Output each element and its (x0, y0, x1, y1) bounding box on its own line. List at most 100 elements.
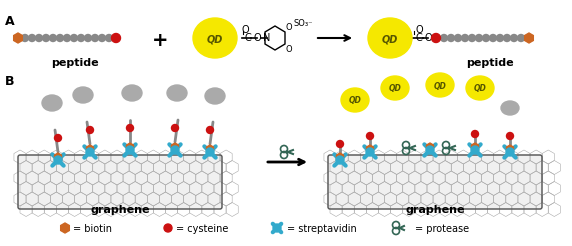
Circle shape (518, 34, 525, 42)
Polygon shape (206, 145, 213, 153)
Circle shape (206, 126, 213, 134)
Circle shape (86, 148, 94, 156)
Polygon shape (427, 143, 434, 151)
Ellipse shape (167, 85, 187, 101)
Ellipse shape (501, 101, 519, 115)
Ellipse shape (466, 76, 494, 100)
Ellipse shape (341, 88, 369, 112)
Ellipse shape (42, 95, 62, 111)
Circle shape (468, 34, 475, 42)
Text: QD: QD (348, 96, 362, 106)
Circle shape (503, 34, 510, 42)
Circle shape (57, 34, 63, 42)
Text: QD: QD (434, 81, 446, 91)
Circle shape (126, 124, 133, 132)
Text: N: N (263, 33, 271, 43)
Text: SO₃⁻: SO₃⁻ (294, 18, 313, 28)
Text: O: O (285, 46, 292, 55)
Circle shape (455, 34, 462, 42)
Ellipse shape (73, 87, 93, 103)
Text: C: C (416, 33, 422, 43)
Circle shape (126, 146, 134, 154)
Circle shape (336, 156, 344, 164)
Text: graphene: graphene (90, 205, 150, 215)
Circle shape (77, 34, 85, 42)
Circle shape (35, 34, 42, 42)
Circle shape (171, 146, 179, 154)
Ellipse shape (368, 18, 412, 58)
Polygon shape (507, 145, 514, 153)
Text: = streptavidin: = streptavidin (287, 224, 357, 234)
Circle shape (98, 34, 105, 42)
Circle shape (475, 34, 483, 42)
Circle shape (273, 224, 281, 232)
Circle shape (54, 135, 62, 141)
Circle shape (50, 34, 57, 42)
Circle shape (164, 224, 172, 232)
Circle shape (86, 126, 93, 134)
Circle shape (70, 34, 77, 42)
Text: O: O (253, 33, 261, 43)
Text: = cysteine: = cysteine (176, 224, 228, 234)
Ellipse shape (381, 76, 409, 100)
Text: A: A (5, 15, 15, 28)
Text: O: O (415, 25, 423, 35)
Circle shape (506, 148, 514, 156)
Circle shape (447, 34, 455, 42)
Text: = biotin: = biotin (73, 224, 112, 234)
Polygon shape (61, 223, 69, 233)
Ellipse shape (426, 73, 454, 97)
Polygon shape (14, 33, 22, 43)
Circle shape (22, 34, 29, 42)
Circle shape (483, 34, 490, 42)
Polygon shape (471, 143, 478, 151)
Circle shape (462, 34, 468, 42)
Ellipse shape (122, 85, 142, 101)
Circle shape (92, 34, 98, 42)
Polygon shape (525, 33, 533, 43)
Text: graphene: graphene (405, 205, 464, 215)
Circle shape (366, 148, 374, 156)
Circle shape (29, 34, 35, 42)
Circle shape (440, 34, 447, 42)
Circle shape (63, 34, 70, 42)
Text: QD: QD (388, 84, 402, 93)
Polygon shape (336, 153, 343, 161)
Circle shape (172, 124, 178, 132)
Circle shape (426, 146, 434, 154)
Circle shape (471, 146, 479, 154)
Text: O: O (241, 25, 249, 35)
FancyBboxPatch shape (328, 155, 542, 209)
Text: C: C (245, 33, 251, 43)
Text: B: B (5, 75, 14, 88)
Text: = protease: = protease (415, 224, 469, 234)
Polygon shape (54, 153, 61, 161)
Text: QD: QD (474, 84, 486, 93)
Polygon shape (172, 143, 178, 151)
Circle shape (506, 133, 514, 139)
Circle shape (206, 148, 214, 156)
Circle shape (510, 34, 518, 42)
Circle shape (367, 133, 374, 139)
FancyBboxPatch shape (18, 155, 222, 209)
Text: O: O (285, 24, 292, 32)
Circle shape (105, 34, 113, 42)
Circle shape (431, 33, 440, 43)
Text: peptide: peptide (466, 58, 514, 68)
Polygon shape (367, 145, 374, 153)
Circle shape (471, 130, 479, 138)
Circle shape (85, 34, 92, 42)
Circle shape (336, 140, 344, 148)
Text: QD: QD (207, 34, 223, 44)
Text: peptide: peptide (51, 58, 99, 68)
Text: +: + (152, 31, 168, 50)
Polygon shape (126, 143, 133, 151)
Circle shape (490, 34, 496, 42)
Circle shape (54, 156, 62, 164)
Polygon shape (86, 145, 93, 153)
Circle shape (496, 34, 503, 42)
Ellipse shape (205, 88, 225, 104)
Circle shape (112, 33, 121, 43)
Text: O: O (424, 33, 432, 43)
Circle shape (42, 34, 50, 42)
